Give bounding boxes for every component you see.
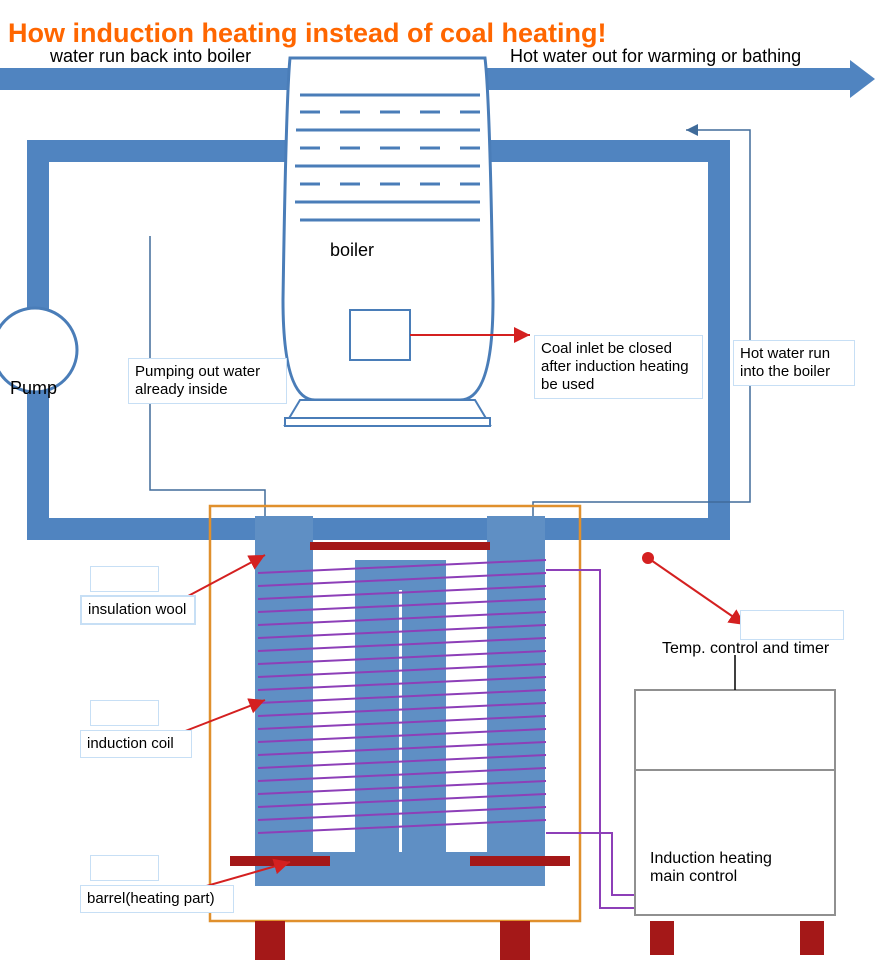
box-hot-water-run: Hot water run into the boiler [733,340,855,386]
boiler [283,58,493,426]
ghost-box-4 [740,610,844,640]
label-boiler: boiler [330,240,374,261]
box-barrel: barrel(heating part) [80,885,234,913]
ghost-box-3 [90,855,159,881]
legs [255,921,824,960]
label-pump: Pump [10,378,57,399]
label-hot-water-out: Hot water out for warming or bathing [510,46,801,67]
box-pumping-out: Pumping out water already inside [128,358,287,404]
box-coal-inlet: Coal inlet be closed after induction hea… [534,335,703,399]
label-water-back: water run back into boiler [50,46,251,67]
label-temp-control: Temp. control and timer [662,640,829,658]
page-title: How induction heating instead of coal he… [8,18,607,49]
label-main-control: Induction heating main control [650,850,810,886]
ghost-box-2 [90,700,159,726]
box-induction-coil: induction coil [80,730,192,758]
diagram-svg [0,0,875,962]
box-insulation: insulation wool [80,595,196,625]
ghost-box-1 [90,566,159,592]
